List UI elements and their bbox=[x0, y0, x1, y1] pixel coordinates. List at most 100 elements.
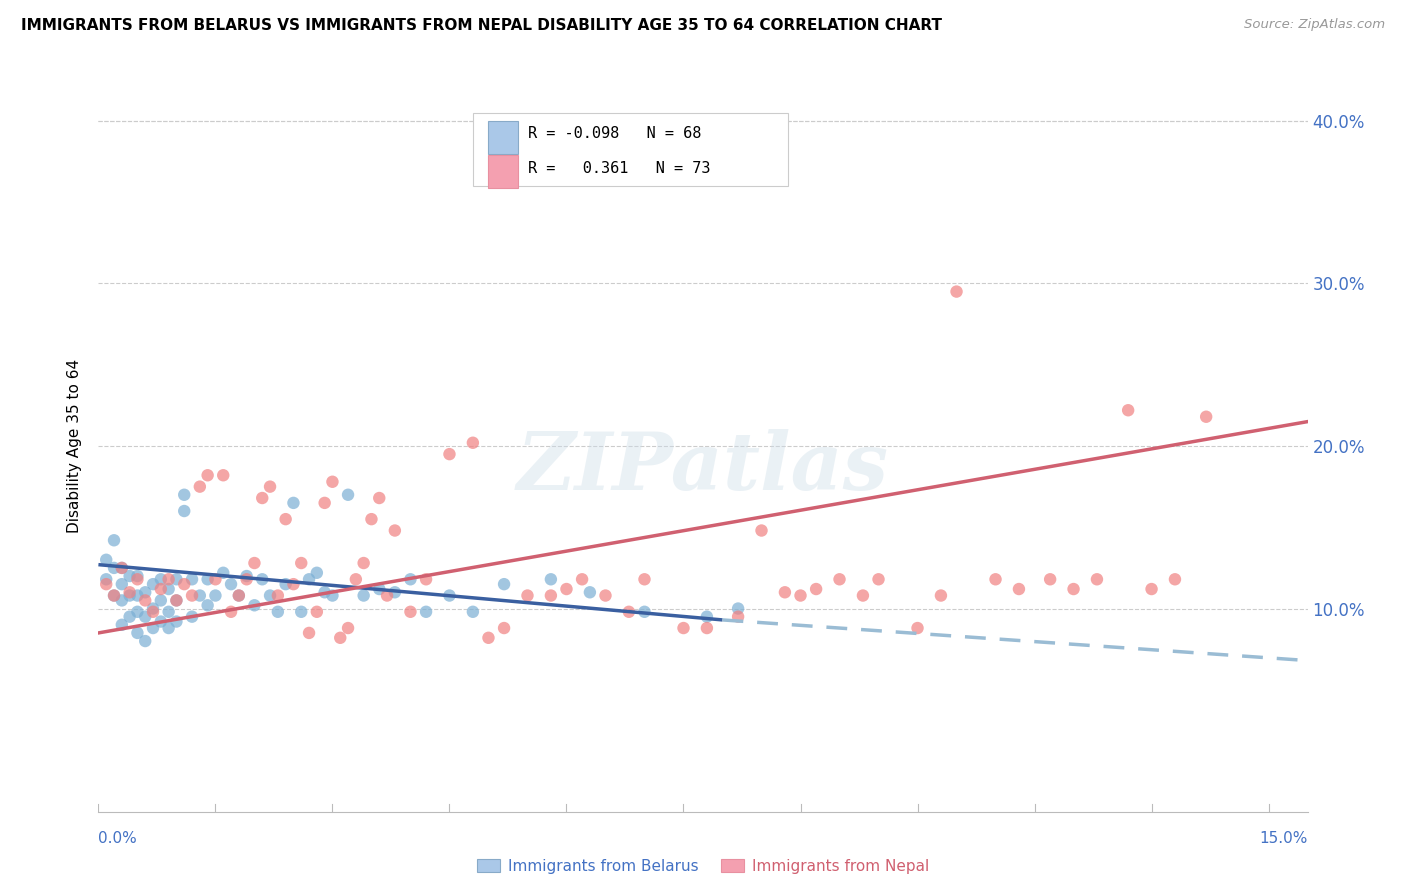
Point bbox=[252, 572, 274, 586]
Point bbox=[353, 589, 375, 603]
Point bbox=[415, 572, 437, 586]
Point bbox=[696, 609, 718, 624]
Point bbox=[134, 609, 156, 624]
Point bbox=[204, 572, 226, 586]
Point bbox=[274, 577, 297, 591]
Point bbox=[173, 504, 195, 518]
Point bbox=[204, 589, 226, 603]
Point bbox=[329, 631, 352, 645]
Point bbox=[235, 569, 257, 583]
Point bbox=[197, 599, 219, 613]
Point bbox=[127, 626, 149, 640]
Point bbox=[127, 572, 149, 586]
Y-axis label: Disability Age 35 to 64: Disability Age 35 to 64 bbox=[67, 359, 83, 533]
Point bbox=[305, 605, 328, 619]
Point bbox=[149, 615, 172, 629]
Point bbox=[181, 572, 204, 586]
Point bbox=[1140, 582, 1163, 596]
Point bbox=[181, 589, 204, 603]
Point bbox=[118, 609, 141, 624]
Point bbox=[1039, 572, 1062, 586]
Point bbox=[314, 496, 336, 510]
Point bbox=[103, 561, 125, 575]
Point bbox=[375, 589, 398, 603]
Point bbox=[789, 589, 811, 603]
Point bbox=[321, 589, 343, 603]
Point bbox=[368, 491, 391, 505]
Point bbox=[111, 561, 134, 575]
Text: ZIPatlas: ZIPatlas bbox=[517, 429, 889, 507]
Point bbox=[197, 468, 219, 483]
Point bbox=[477, 631, 499, 645]
Point bbox=[219, 577, 242, 591]
Point bbox=[344, 572, 367, 586]
Point bbox=[157, 621, 180, 635]
Point bbox=[1008, 582, 1031, 596]
Point bbox=[165, 593, 187, 607]
Point bbox=[267, 589, 290, 603]
Point bbox=[111, 561, 134, 575]
Point bbox=[633, 572, 655, 586]
Point bbox=[516, 589, 538, 603]
Point bbox=[118, 589, 141, 603]
Point bbox=[360, 512, 382, 526]
Point bbox=[127, 569, 149, 583]
Point bbox=[337, 621, 360, 635]
Point bbox=[96, 572, 118, 586]
Point bbox=[103, 533, 125, 548]
Point bbox=[134, 585, 156, 599]
Point bbox=[555, 582, 578, 596]
Point bbox=[337, 488, 360, 502]
Point bbox=[672, 621, 695, 635]
Point bbox=[571, 572, 593, 586]
Text: Source: ZipAtlas.com: Source: ZipAtlas.com bbox=[1244, 18, 1385, 31]
Point bbox=[103, 589, 125, 603]
Point bbox=[134, 593, 156, 607]
Point bbox=[149, 593, 172, 607]
Point bbox=[165, 615, 187, 629]
Point bbox=[149, 582, 172, 596]
Point bbox=[984, 572, 1007, 586]
Point bbox=[219, 605, 242, 619]
Point bbox=[617, 605, 640, 619]
Point bbox=[127, 605, 149, 619]
Point bbox=[274, 512, 297, 526]
Point bbox=[314, 585, 336, 599]
Point bbox=[298, 626, 321, 640]
Point bbox=[283, 496, 305, 510]
Point bbox=[228, 589, 250, 603]
Point bbox=[235, 572, 257, 586]
Point bbox=[142, 601, 165, 615]
Point bbox=[751, 524, 773, 538]
Point bbox=[1063, 582, 1085, 596]
Point bbox=[96, 553, 118, 567]
Point bbox=[142, 621, 165, 635]
Point bbox=[212, 468, 235, 483]
Point bbox=[290, 556, 312, 570]
Point bbox=[321, 475, 343, 489]
Point bbox=[353, 556, 375, 570]
Text: IMMIGRANTS FROM BELARUS VS IMMIGRANTS FROM NEPAL DISABILITY AGE 35 TO 64 CORRELA: IMMIGRANTS FROM BELARUS VS IMMIGRANTS FR… bbox=[21, 18, 942, 33]
Point bbox=[727, 601, 749, 615]
Point bbox=[165, 593, 187, 607]
Point bbox=[415, 605, 437, 619]
Point bbox=[727, 609, 749, 624]
Point bbox=[461, 605, 484, 619]
Bar bbox=[488, 155, 517, 188]
Point bbox=[165, 572, 187, 586]
Point bbox=[804, 582, 827, 596]
Point bbox=[142, 605, 165, 619]
Point bbox=[243, 599, 266, 613]
Point bbox=[173, 577, 195, 591]
Point bbox=[173, 488, 195, 502]
Point bbox=[197, 572, 219, 586]
Point bbox=[283, 577, 305, 591]
Point bbox=[212, 566, 235, 580]
Point bbox=[540, 589, 562, 603]
Point bbox=[852, 589, 875, 603]
Legend: Immigrants from Belarus, Immigrants from Nepal: Immigrants from Belarus, Immigrants from… bbox=[471, 853, 935, 880]
Point bbox=[157, 572, 180, 586]
Point bbox=[298, 572, 321, 586]
Point bbox=[188, 480, 211, 494]
Point bbox=[157, 605, 180, 619]
